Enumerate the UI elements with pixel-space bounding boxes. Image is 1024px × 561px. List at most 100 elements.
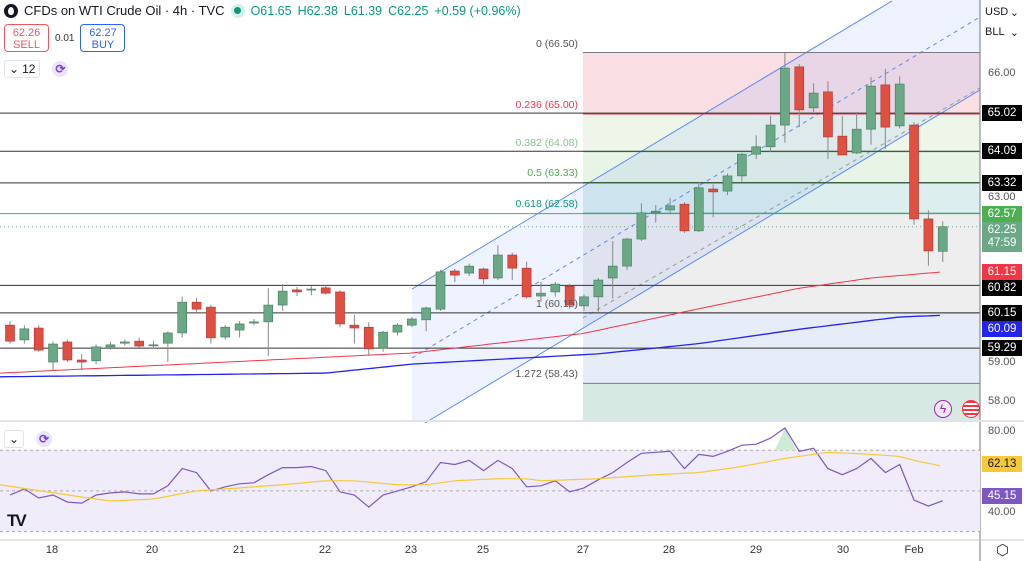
price-tick: 63.00 [988,190,1016,203]
candle-up [48,343,58,363]
candle-up [177,301,187,334]
candle-down [837,135,848,156]
candle-up [392,324,403,333]
candle-up [780,67,790,126]
buy-button[interactable]: 62.27 BUY [80,24,126,52]
rsi-ma-badge: 62.13 [982,456,1022,472]
collapse-rsi-button[interactable]: ⌄ [4,430,25,448]
rsi-band [0,450,980,532]
candle-up [751,146,762,155]
chevron-down-icon: ⌄ [1009,6,1019,19]
candle-up [937,226,948,252]
fib-level-label: 1 (60.15) [535,297,578,310]
candle-up [622,238,632,267]
symbol-title[interactable]: CFDs on WTI Crude Oil · 4h · TVC [24,3,225,18]
fib-band [583,383,980,420]
moving-average-blue [0,314,940,378]
price-badge: 65.02 [982,105,1022,122]
candle-up [665,205,675,211]
candle-up [550,283,561,293]
price-badge: 60.09 [982,320,1022,337]
rsi-line [9,427,944,508]
price-badge: 59.29 [982,340,1022,357]
candle-up [234,323,245,331]
candle-up [263,304,274,323]
candle-down [206,306,216,339]
oil-drop-icon [4,3,18,18]
candle-up [765,124,776,148]
candle-down [335,291,345,325]
change-value: +0.59 (+0.96%) [434,3,521,18]
sync-icon[interactable]: ⟳ [36,431,53,447]
high-value: H62.38 [297,3,338,18]
candle-up [120,341,130,344]
unit-selector[interactable]: BLL ⌄ [982,23,1022,41]
candle-down [909,124,919,220]
candle-up [220,326,231,338]
settings-gear-icon[interactable]: ⬡ [996,542,1010,559]
sell-button[interactable]: 62.26 SELL [4,24,49,52]
date-label: 30 [836,544,850,556]
lightning-icon[interactable]: ϟ [934,400,952,418]
candle-down [134,340,144,347]
price-badge: 60.82 [982,279,1022,296]
indicator-count: 12 [22,62,36,76]
low-value: L61.39 [343,3,383,18]
rsi-overbought-fill [774,427,797,451]
date-label: Feb [904,544,924,556]
date-label: 21 [232,544,246,556]
us-flag-icon[interactable] [962,400,980,418]
price-badge: 64.09 [982,143,1022,160]
trade-panel: 62.26 SELL 0.01 62.27 BUY [4,24,126,52]
currency-label: USD [985,6,1009,18]
candle-up [406,318,417,326]
date-label: 23 [404,544,418,556]
candle-down [794,66,805,111]
currency-selector[interactable]: USD ⌄ [982,3,1022,21]
open-value: O61.65 [250,3,292,18]
fib-band [583,213,980,313]
chevron-down-icon: ⌄ [9,432,20,446]
date-label: 22 [318,544,332,556]
fib-level-label: 1.272 (58.43) [515,368,578,381]
candle-up [91,346,101,362]
date-label: 29 [749,544,763,556]
current-price-badge: 62.25 47:59 [982,221,1022,252]
price-tick: 58.00 [988,395,1016,407]
candle-down [363,326,374,350]
rsi-tick: 40.00 [988,506,1016,518]
sync-icon[interactable]: ⟳ [52,61,69,77]
chevron-down-icon: ⌄ [9,62,20,76]
price-tick: 66.00 [988,67,1016,79]
date-label: 27 [576,544,590,556]
fib-level-label: 0.5 (63.33) [527,167,578,180]
candle-up [636,212,647,240]
candle-up [378,331,388,349]
candle-down [320,287,331,294]
date-label: 20 [145,544,159,556]
tradingview-logo: TV [7,511,27,530]
candle-down [292,289,302,293]
candle-down [507,254,518,269]
candle-down [62,341,73,361]
candle-down [708,188,718,193]
unit-label: BLL [985,26,1005,38]
price-badge: 60.15 [982,304,1022,321]
candle-up [536,292,546,297]
fib-level-label: 0.382 (64.08) [515,136,578,149]
candle-down [923,218,934,252]
rsi-ma-line [0,451,941,502]
sell-label: SELL [13,39,40,51]
bar-countdown: 47:59 [987,236,1017,249]
collapse-indicators-button[interactable]: ⌄ 12 [4,60,41,78]
channel-lower-line [424,89,981,424]
candle-up [866,85,876,130]
candle-down [478,268,489,280]
candle-down [450,270,460,276]
ohlc-values: O61.65 H62.38 L61.39 C62.25 +0.59 (+0.96… [251,4,521,18]
sell-price: 62.26 [12,27,41,39]
candle-up [163,332,173,344]
fib-level-label: 0.618 (62.58) [515,198,578,211]
candle-up [105,344,116,348]
